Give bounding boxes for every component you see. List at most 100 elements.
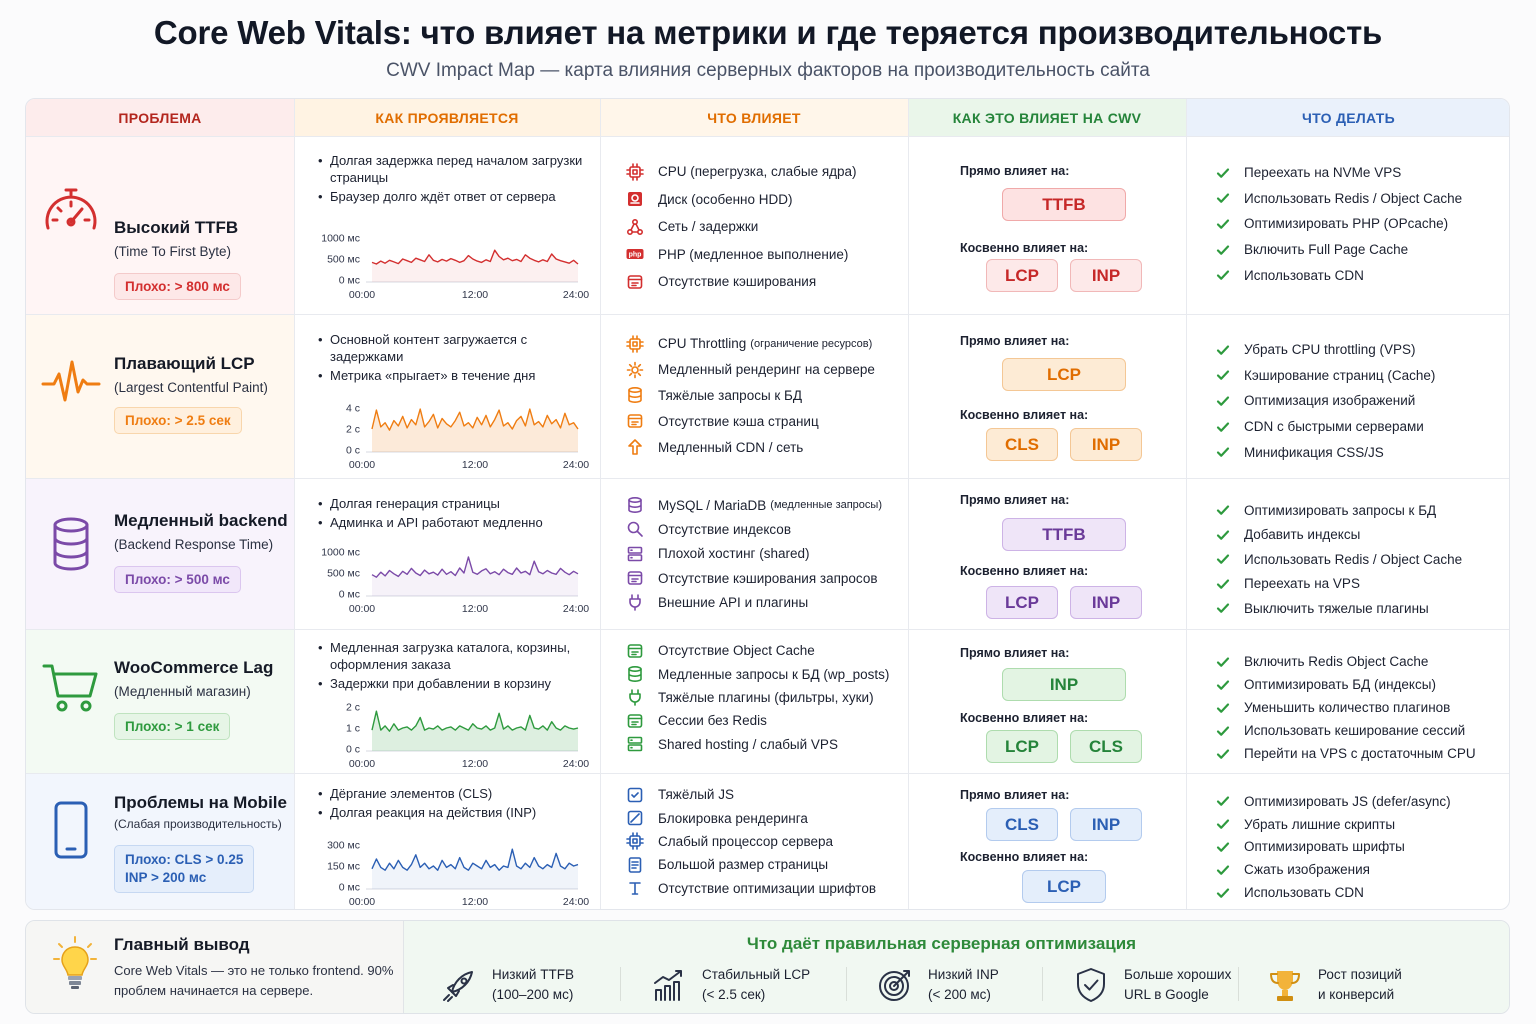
check-icon xyxy=(1216,702,1230,713)
factor-label: Отсутствие кэша страниц xyxy=(658,413,819,429)
lightbulb-icon xyxy=(53,936,97,989)
benefit-line-2: (< 200 мс) xyxy=(928,987,991,1002)
benefit-line-1: Рост позиций xyxy=(1318,967,1402,982)
symptom-item: Админка и API работают медленно xyxy=(316,514,586,531)
series-area xyxy=(372,250,578,282)
factor-label: MySQL / MariaDB xyxy=(658,497,767,513)
check-icon xyxy=(1216,396,1230,406)
series-line xyxy=(371,556,579,578)
query-cache-icon xyxy=(627,571,643,585)
check-icon xyxy=(1216,679,1230,690)
network-icon xyxy=(626,218,644,235)
todo-label: Включить Full Page Cache xyxy=(1244,242,1409,258)
todo-label: Перейти на VPS с достаточным CPU xyxy=(1244,746,1476,761)
row-divider xyxy=(26,478,1509,479)
factor-label: Отсутствие оптимизации шрифтов xyxy=(658,880,876,896)
problem-title: Проблемы на Mobile xyxy=(114,793,287,812)
x-tick-label: 00:00 xyxy=(349,603,375,615)
x-tick-label: 12:00 xyxy=(462,758,488,770)
todo-item: Переехать на VPS xyxy=(1216,572,1509,597)
direct-label: Прямо влияет на: xyxy=(960,788,1070,802)
disk-icon xyxy=(628,192,642,207)
todo-item: Включить Full Page Cache xyxy=(1216,237,1509,263)
check-icon xyxy=(1216,370,1230,381)
y-tick-label: 4 с xyxy=(346,403,360,415)
todo-label: Минификация CSS/JS xyxy=(1244,444,1384,460)
factor-label: Отсутствие Object Cache xyxy=(658,643,815,659)
todo-label: Использовать Redis / Object Cache xyxy=(1244,190,1463,206)
column-header: ЧТО ДЕЛАТЬ xyxy=(1186,99,1509,136)
check-icon xyxy=(1216,887,1230,898)
todo-cell: Переехать на NVMe VPS Использовать Redis … xyxy=(1216,160,1509,288)
session-icon xyxy=(627,714,643,728)
problem-cell: Медленный backend (Backend Response Time)… xyxy=(26,478,294,629)
metric-chip: CLS xyxy=(986,808,1058,841)
todo-item: Использовать кеширование сессий xyxy=(1216,719,1509,742)
factor-item: php PHP (медленное выполнение) xyxy=(626,241,931,269)
factor-label: Медленные запросы к БД (wp_posts) xyxy=(658,666,890,682)
database-icon xyxy=(628,387,642,404)
x-tick-label: 12:00 xyxy=(462,603,488,615)
x-tick-label: 12:00 xyxy=(462,459,488,471)
factor-item: Блокировка рендеринга xyxy=(626,806,931,829)
column-divider xyxy=(908,99,909,909)
factor-item: Плохой хостинг (shared) xyxy=(626,542,931,566)
benefit-item: Низкий TTFB (100–200 мс) xyxy=(440,965,612,1005)
factor-note: (ограничение ресурсов) xyxy=(750,337,873,350)
problem-title: Медленный backend xyxy=(114,511,288,530)
check-icon xyxy=(1216,748,1230,759)
problem-title: Плавающий LCP xyxy=(114,354,255,373)
factor-item: Тяжёлые запросы к БД xyxy=(626,383,931,409)
todo-cell: Включить Redis Object Cache Оптимизироват… xyxy=(1216,650,1509,765)
x-tick-label: 12:00 xyxy=(462,289,488,301)
todo-label: Оптимизация изображений xyxy=(1244,393,1416,409)
cwv-impact-cell: Прямо влияет на: Косвенно влияет на: LCP CL… xyxy=(908,314,1186,478)
factor-item: Медленный CDN / сеть xyxy=(626,434,931,460)
pulse-icon xyxy=(41,360,101,402)
server-icon xyxy=(627,546,643,562)
factors-cell: CPU (перегрузка, слабые ядра) Диск (особе… xyxy=(626,158,931,296)
factor-label: PHP (медленное выполнение) xyxy=(658,246,849,262)
y-tick-label: 0 мс xyxy=(339,882,360,894)
threshold-badge: Плохо: > 500 мс xyxy=(114,566,241,593)
x-tick-label: 00:00 xyxy=(349,459,375,471)
cwv-impact-cell: Прямо влияет на: Косвенно влияет на: INP LC… xyxy=(908,629,1186,773)
y-tick-label: 0 мс xyxy=(339,589,360,601)
y-tick-label: 2 с xyxy=(346,424,360,436)
conclusion-title: Главный вывод xyxy=(114,935,250,954)
symptom-item: Долгая задержка перед началом загрузки с… xyxy=(316,152,586,186)
page-cache-icon xyxy=(627,414,643,429)
page-size-icon xyxy=(628,857,642,873)
cdn-icon xyxy=(628,439,642,455)
page-subtitle: CWV Impact Map — карта влияния серверных… xyxy=(386,60,1150,81)
metric-chip: INP xyxy=(1070,808,1142,841)
row-divider xyxy=(26,314,1509,315)
todo-cell: Убрать CPU throttling (VPS) Кэширование с… xyxy=(1216,337,1509,465)
target-icon xyxy=(879,970,910,1001)
threshold-text: Плохо: > 1 сек xyxy=(125,719,220,734)
font-icon xyxy=(629,882,641,896)
rocket-icon xyxy=(443,971,473,1002)
problem-subtitle: (Time To First Byte) xyxy=(114,244,232,259)
metric-chip: LCP xyxy=(1002,358,1126,391)
column-header: КАК ПРОЯВЛЯЕТСЯ xyxy=(294,99,600,136)
factor-item: Отсутствие кэша страниц xyxy=(626,408,931,434)
benefit-item: Низкий INP (< 200 мс) xyxy=(876,965,1048,1005)
factor-label: Тяжёлые запросы к БД xyxy=(658,387,803,403)
series-line xyxy=(371,710,579,732)
y-tick-label: 0 мс xyxy=(339,275,360,287)
benefit-divider xyxy=(620,967,621,1001)
impact-table: ПРОБЛЕМА КАК ПРОЯВЛЯЕТСЯ ЧТО ВЛИЯЕТ КАК ЭТО… xyxy=(25,98,1510,910)
page-title: Core Web Vitals: что влияет на метрики и… xyxy=(153,14,1383,51)
trophy-icon xyxy=(1270,971,1300,1001)
symptom-list: Медленная загрузка каталога, корзины, оф… xyxy=(316,639,586,694)
cpu-icon xyxy=(626,162,644,181)
row-background xyxy=(26,478,294,629)
todo-label: Переехать на NVMe VPS xyxy=(1244,165,1402,181)
benefit-line-1: Низкий INP xyxy=(928,967,999,982)
series-area xyxy=(372,409,578,452)
symptom-item: Дёргание элементов (CLS) xyxy=(316,785,586,802)
check-icon xyxy=(1216,421,1230,432)
factor-label: Сессии без Redis xyxy=(658,713,767,729)
metric-chip: INP xyxy=(1070,586,1142,619)
